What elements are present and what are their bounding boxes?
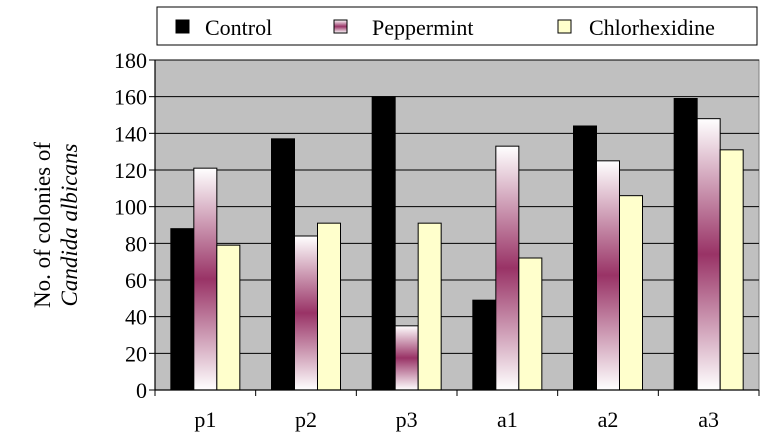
- bar-chlorhexidine: [317, 222, 341, 391]
- legend-label-peppermint: Peppermint: [372, 15, 473, 40]
- bar-control: [170, 228, 195, 391]
- plot-area: [154, 59, 760, 391]
- y-axis-label-line1: No. of colonies of: [30, 142, 55, 308]
- y-tick-label: 20: [125, 341, 147, 366]
- legend: Control Peppermint Chlorhexidine: [156, 6, 758, 46]
- y-tick-label: 40: [125, 305, 147, 330]
- y-tick-label: 80: [125, 231, 147, 256]
- y-tick-label: 60: [125, 268, 147, 293]
- y-tick-labels: 0 20 40 60 80 100 120 140 160 180: [114, 48, 147, 403]
- gridlines: [155, 59, 759, 354]
- bar-control: [371, 96, 396, 391]
- x-tick-label: a1: [497, 407, 518, 432]
- bar-peppermint: [394, 325, 419, 391]
- x-tick-label: p3: [396, 407, 418, 432]
- y-tick-label: 0: [136, 378, 147, 403]
- y-tick-label: 100: [114, 195, 147, 220]
- bars: [170, 96, 744, 391]
- bar-control: [271, 138, 295, 391]
- x-tick-labels: p1 p2 p3 a1 a2 a3: [194, 407, 719, 432]
- bar-chlorhexidine: [619, 195, 643, 391]
- bar-peppermint: [294, 235, 318, 391]
- x-tick-label: p1: [194, 407, 216, 432]
- bar-control: [573, 125, 597, 391]
- x-tick-label: p2: [295, 407, 317, 432]
- y-tick-label: 160: [114, 85, 147, 110]
- bar-peppermint: [596, 160, 620, 391]
- bar-control: [472, 299, 497, 391]
- bar-control: [673, 98, 698, 391]
- legend-label-chlorhexidine: Chlorhexidine: [589, 15, 715, 40]
- legend-swatch-chlorhexidine: [557, 19, 572, 34]
- legend-label-control: Control: [205, 15, 272, 40]
- y-tick-label: 140: [114, 121, 147, 146]
- y-tick-label: 180: [114, 48, 147, 73]
- bar-peppermint: [193, 167, 218, 391]
- x-tick-label: a3: [698, 407, 719, 432]
- y-axis-label-line2: Candida albicans: [57, 143, 82, 306]
- bar-peppermint: [696, 118, 721, 391]
- bar-chlorhexidine: [417, 222, 442, 391]
- legend-swatch-control: [175, 19, 190, 34]
- x-tick-label: a2: [598, 407, 619, 432]
- bar-chlorhexidine: [216, 244, 241, 391]
- bar-chlorhexidine: [518, 257, 543, 391]
- legend-frame: [156, 6, 758, 46]
- axes: [149, 59, 760, 396]
- legend-swatch-peppermint: [333, 19, 348, 34]
- y-tick-label: 120: [114, 158, 147, 183]
- bar-chlorhexidine: [719, 149, 744, 391]
- bar-peppermint: [495, 145, 520, 391]
